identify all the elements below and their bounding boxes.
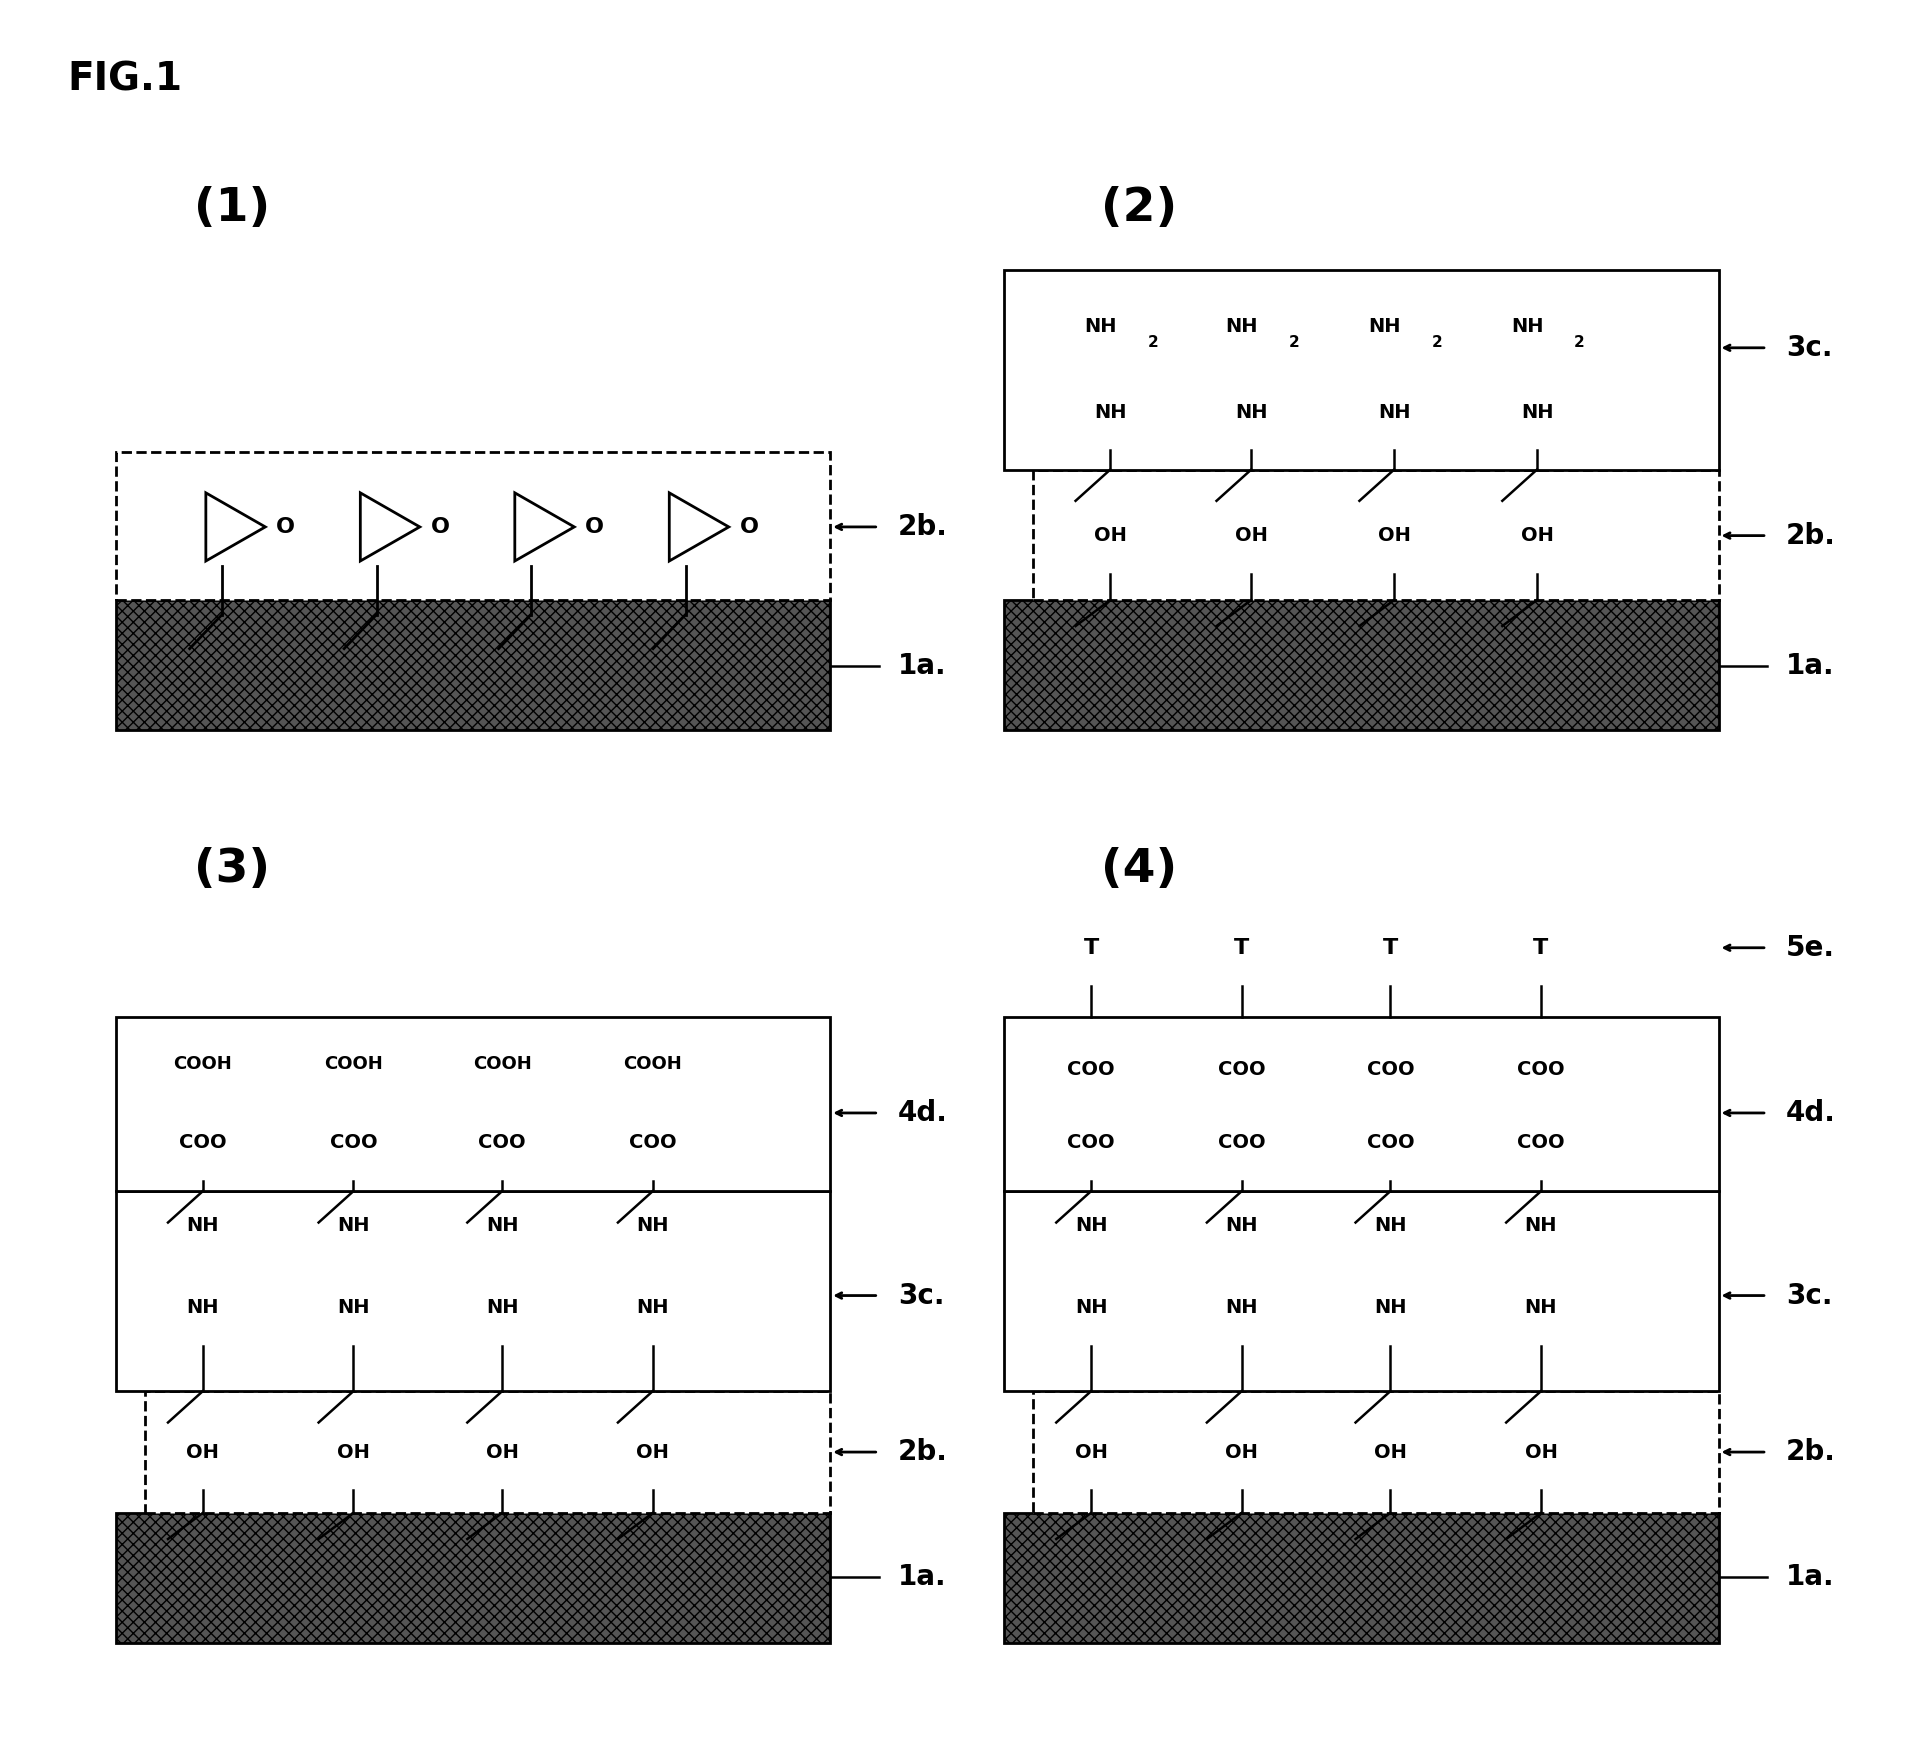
Text: 2: 2 [1573,336,1585,350]
Text: COOH: COOH [324,1056,382,1073]
Text: NH: NH [1368,318,1399,336]
Text: NH: NH [1226,1217,1256,1235]
Bar [1004,1191,1718,1391]
Text: OH: OH [336,1443,371,1461]
Bar [1004,270,1718,470]
Bar [1004,1017,1718,1191]
Text: NH: NH [1521,403,1552,421]
Text: COOH: COOH [623,1056,681,1073]
Text: OH: OH [1372,1443,1407,1461]
Text: 5e.: 5e. [1785,934,1833,962]
Text: 1a.: 1a. [897,1563,946,1591]
Text: (4): (4) [1100,847,1177,892]
Bar [1033,470,1718,600]
Text: O: O [585,516,604,537]
Text: NH: NH [1378,403,1409,421]
Text: COO: COO [1067,1134,1114,1151]
Text: NH: NH [338,1217,369,1235]
Text: OH: OH [1523,1443,1558,1461]
Bar [116,1513,830,1643]
Text: 3c.: 3c. [1785,1282,1832,1309]
Text: NH: NH [486,1217,517,1235]
Bar [1004,1513,1718,1643]
Text: COO: COO [479,1134,525,1151]
Text: T: T [1233,937,1249,958]
Text: NH: NH [1235,403,1266,421]
Text: 3c.: 3c. [897,1282,944,1309]
Text: 4d.: 4d. [897,1099,948,1127]
Bar [116,1191,830,1391]
Text: OH: OH [1224,1443,1258,1461]
Text: (1): (1) [193,186,270,231]
Text: NH: NH [1511,318,1542,336]
Text: (2): (2) [1100,186,1177,231]
Text: COO: COO [1366,1061,1413,1078]
Text: COO: COO [1218,1134,1264,1151]
Text: NH: NH [1094,403,1125,421]
Text: OH: OH [1519,527,1554,544]
Text: COO: COO [1517,1061,1563,1078]
Bar [116,452,830,600]
Text: COO: COO [1218,1061,1264,1078]
Text: T: T [1532,937,1548,958]
Text: 1a.: 1a. [1785,652,1833,680]
Text: 4d.: 4d. [1785,1099,1835,1127]
Bar [1004,600,1718,730]
Text: COOH: COOH [473,1056,531,1073]
Text: O: O [430,516,450,537]
Text: NH: NH [1525,1299,1556,1316]
Bar [116,1017,830,1191]
Text: COO: COO [1366,1134,1413,1151]
Bar [116,600,830,730]
Text: NH: NH [637,1299,668,1316]
Text: 2: 2 [1430,336,1442,350]
Text: NH: NH [1374,1217,1405,1235]
Text: NH: NH [486,1299,517,1316]
Text: 3c.: 3c. [1785,334,1832,362]
Text: 1a.: 1a. [1785,1563,1833,1591]
Bar [145,1391,830,1513]
Text: 2b.: 2b. [897,1438,948,1466]
Bar [1033,1391,1718,1513]
Text: OH: OH [484,1443,519,1461]
Text: OH: OH [1073,1443,1108,1461]
Text: 2b.: 2b. [1785,1438,1835,1466]
Text: OH: OH [635,1443,670,1461]
Text: 2: 2 [1146,336,1158,350]
Text: NH: NH [1525,1217,1556,1235]
Text: NH: NH [338,1299,369,1316]
Text: OH: OH [1233,527,1268,544]
Text: NH: NH [1374,1299,1405,1316]
Text: COOH: COOH [174,1056,232,1073]
Text: NH: NH [637,1217,668,1235]
Text: COO: COO [179,1134,226,1151]
Text: T: T [1382,937,1397,958]
Text: O: O [739,516,758,537]
Text: NH: NH [1075,1299,1106,1316]
Text: NH: NH [1085,318,1116,336]
Text: COO: COO [1067,1061,1114,1078]
Text: OH: OH [185,1443,220,1461]
Text: (3): (3) [193,847,270,892]
Text: FIG.1: FIG.1 [68,61,183,99]
Text: 1a.: 1a. [897,652,946,680]
Text: NH: NH [187,1217,218,1235]
Text: COO: COO [330,1134,376,1151]
Text: T: T [1083,937,1098,958]
Text: NH: NH [187,1299,218,1316]
Text: O: O [276,516,295,537]
Text: NH: NH [1226,318,1256,336]
Text: 2b.: 2b. [1785,522,1835,550]
Text: OH: OH [1092,527,1127,544]
Text: NH: NH [1226,1299,1256,1316]
Text: 2: 2 [1287,336,1299,350]
Text: OH: OH [1376,527,1411,544]
Text: NH: NH [1075,1217,1106,1235]
Text: COO: COO [1517,1134,1563,1151]
Text: COO: COO [629,1134,676,1151]
Text: 2b.: 2b. [897,513,948,541]
